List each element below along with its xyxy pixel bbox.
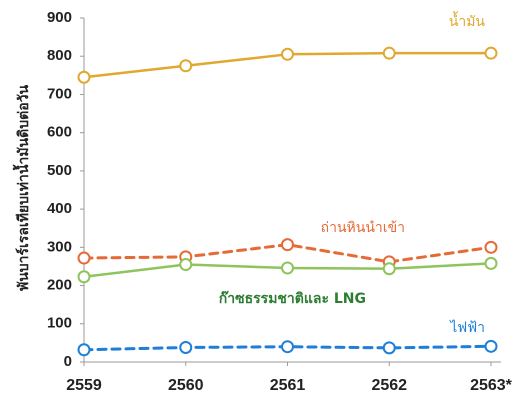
y-axis-label: พันบาร์เรลเทียบเท่าน้ำมันดิบต่อวัน bbox=[12, 85, 32, 291]
y-tick-label: 0 bbox=[64, 353, 72, 370]
data-point bbox=[77, 270, 91, 284]
y-tick-label: 100 bbox=[47, 315, 72, 332]
data-point bbox=[281, 261, 294, 275]
series-label: ไฟฟ้า bbox=[449, 319, 485, 336]
x-tick-labels: 2559 2560 2561 2562 2563* bbox=[66, 362, 513, 394]
x-tick-label: 2560 bbox=[168, 377, 204, 394]
data-point bbox=[382, 262, 396, 276]
data-point bbox=[281, 340, 294, 354]
data-point bbox=[484, 256, 498, 270]
series-3 bbox=[77, 339, 498, 357]
series-label: ก๊าซธรรมชาติและ LNG bbox=[219, 290, 366, 307]
data-point bbox=[281, 47, 294, 61]
data-point bbox=[77, 70, 91, 84]
data-point bbox=[77, 251, 91, 265]
y-tick-label: 700 bbox=[47, 85, 72, 102]
y-tick-label: 400 bbox=[47, 200, 72, 217]
data-point bbox=[179, 340, 193, 354]
x-tick-label: 2559 bbox=[66, 377, 102, 394]
data-point bbox=[484, 339, 498, 353]
y-tick-label: 900 bbox=[47, 9, 72, 26]
data-point bbox=[179, 59, 193, 73]
y-tick-label: 500 bbox=[47, 162, 72, 179]
x-tick-label: 2561 bbox=[270, 377, 306, 394]
series-labels: น้ำมันถ่านหินนำเข้าก๊าซธรรมชาติและ LNG ไฟ… bbox=[219, 11, 486, 336]
series-label: น้ำมัน bbox=[449, 11, 486, 30]
series-2 bbox=[77, 256, 498, 284]
y-tick-label: 800 bbox=[47, 47, 72, 64]
y-tick-label: 200 bbox=[47, 277, 72, 294]
x-tick-label: 2562 bbox=[371, 377, 407, 394]
data-point bbox=[382, 46, 396, 60]
data-point bbox=[179, 258, 193, 272]
data-point bbox=[281, 238, 294, 252]
data-point bbox=[484, 240, 498, 254]
y-tick-labels: 0 100 200 300 400 500 600 700 800 900 bbox=[47, 9, 84, 370]
series-label: ถ่านหินนำเข้า bbox=[321, 220, 405, 236]
data-point bbox=[382, 341, 396, 355]
series bbox=[77, 46, 498, 357]
data-point bbox=[77, 343, 91, 357]
series-0 bbox=[77, 46, 498, 84]
x-tick-label: 2563* bbox=[470, 377, 513, 394]
y-tick-label: 600 bbox=[47, 124, 72, 141]
data-point bbox=[484, 46, 498, 60]
y-tick-label: 300 bbox=[47, 238, 72, 255]
